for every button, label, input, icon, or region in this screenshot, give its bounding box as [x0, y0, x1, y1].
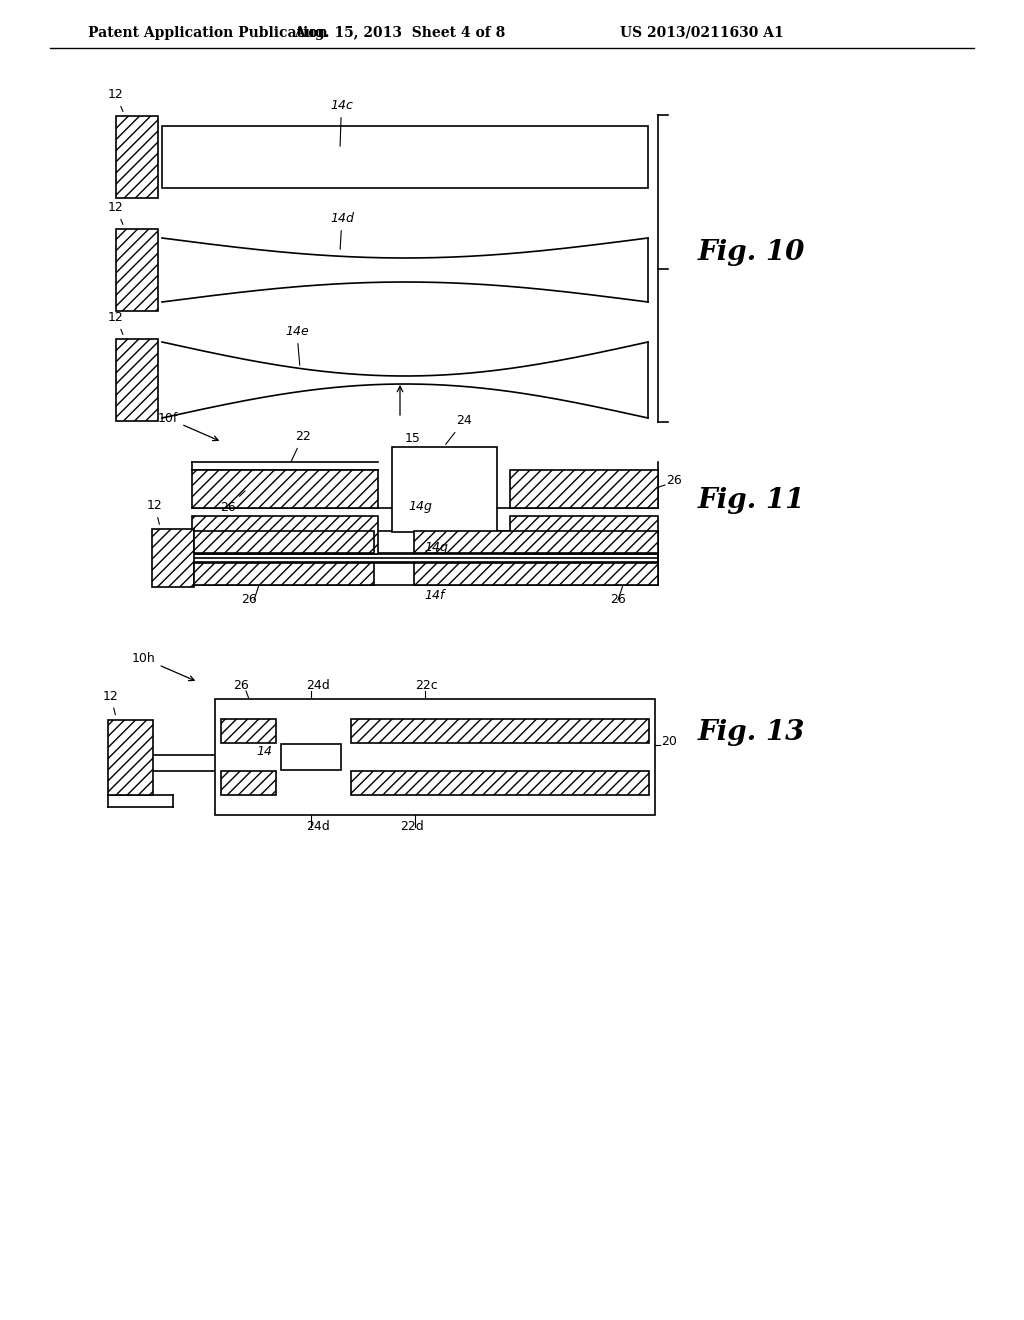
Text: 12: 12 [103, 689, 119, 715]
Text: Fig. 11: Fig. 11 [698, 487, 805, 513]
Text: 14d: 14d [330, 213, 354, 249]
Text: 10f: 10f [158, 412, 218, 441]
Text: 24d: 24d [306, 820, 330, 833]
Text: 14g: 14g [424, 541, 447, 554]
Text: US 2013/0211630 A1: US 2013/0211630 A1 [620, 26, 783, 40]
Text: 24: 24 [445, 414, 472, 445]
Text: 24d: 24d [306, 678, 330, 692]
Text: 26: 26 [610, 593, 626, 606]
Text: 12: 12 [108, 312, 124, 334]
Bar [194, 564, 374, 585]
Bar [215, 700, 655, 814]
Text: 26: 26 [220, 491, 245, 513]
Text: 14: 14 [256, 744, 272, 758]
Text: 20: 20 [662, 735, 677, 748]
Text: Fig. 10: Fig. 10 [698, 239, 805, 265]
Bar [108, 719, 153, 795]
Text: 12: 12 [108, 201, 124, 224]
Bar [414, 564, 658, 585]
Text: 22: 22 [291, 430, 310, 462]
Bar [221, 719, 276, 743]
Text: 14f: 14f [424, 589, 444, 602]
Bar [281, 744, 341, 770]
Text: 14g: 14g [408, 500, 432, 513]
Text: 12: 12 [108, 88, 124, 111]
Text: 22c: 22c [415, 678, 437, 692]
Text: 26: 26 [241, 593, 257, 606]
Text: 22d: 22d [400, 820, 424, 833]
Bar [152, 529, 194, 587]
Text: 14e: 14e [285, 325, 309, 366]
Bar [193, 470, 378, 508]
Bar [162, 125, 648, 187]
Bar [510, 470, 658, 508]
Bar [351, 771, 649, 795]
Bar [351, 719, 649, 743]
Text: 15: 15 [406, 432, 421, 445]
Text: 10h: 10h [132, 652, 195, 681]
Text: Patent Application Publication: Patent Application Publication [88, 26, 328, 40]
Bar [116, 228, 158, 312]
Text: Aug. 15, 2013  Sheet 4 of 8: Aug. 15, 2013 Sheet 4 of 8 [294, 26, 506, 40]
Text: 12: 12 [147, 499, 163, 524]
Bar [391, 446, 497, 532]
Bar [510, 516, 658, 554]
Text: 14c: 14c [330, 99, 353, 147]
Bar [221, 771, 276, 795]
Text: Fig. 13: Fig. 13 [698, 718, 805, 746]
Text: 26: 26 [666, 474, 682, 487]
Bar [414, 531, 658, 553]
Bar [116, 339, 158, 421]
Text: 26: 26 [233, 678, 249, 692]
Bar [194, 531, 374, 553]
Bar [193, 516, 378, 554]
Bar [116, 116, 158, 198]
